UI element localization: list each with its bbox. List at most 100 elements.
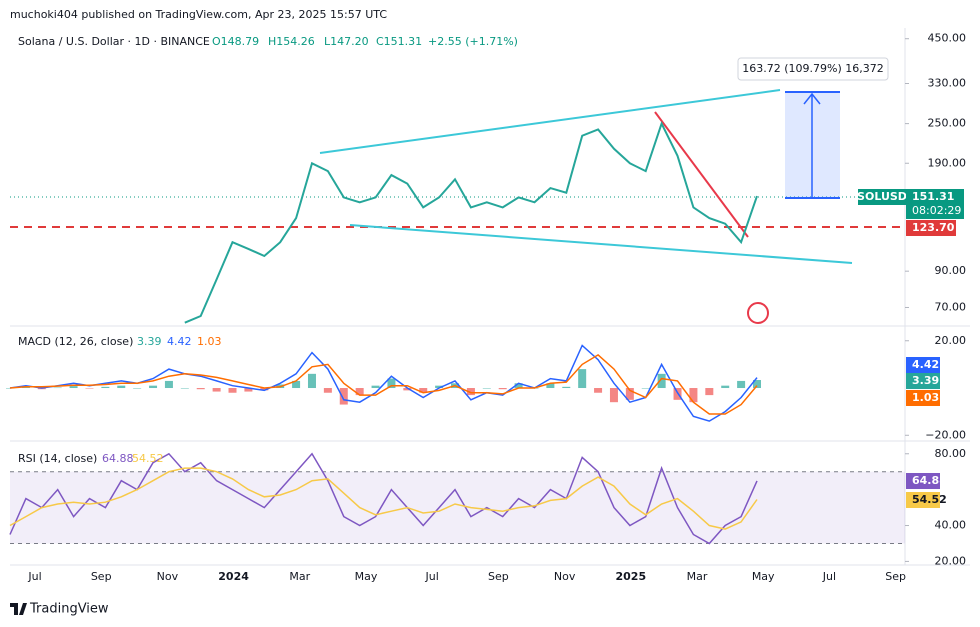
macd-histogram-bar [641, 388, 650, 389]
x-tick-label: Nov [157, 570, 179, 583]
macd-histogram-bar [260, 388, 269, 391]
measure-label: 163.72 (109.79%) 16,372 [742, 62, 884, 75]
macd-histogram-bar [705, 388, 714, 396]
macd-histogram-bar [657, 373, 666, 389]
rsi-band [10, 471, 905, 544]
y-tick-label: −20.00 [925, 428, 966, 441]
symbol-tag-text: SOLUSD [857, 190, 907, 203]
low: L147.20 [324, 35, 369, 48]
y-tick-label: 450.00 [928, 32, 967, 45]
x-tick-label: Sep [885, 570, 906, 583]
series-line [184, 120, 758, 324]
macd-histogram-bar [689, 388, 698, 403]
macd-histogram-bar [339, 388, 348, 405]
macd-histogram-bar [164, 380, 173, 389]
macd-histogram-bar [482, 388, 491, 389]
macd-histogram-bar [228, 388, 237, 393]
indicator-tag [906, 390, 940, 406]
price-tag [906, 189, 964, 219]
macd-title: MACD (12, 26, close) [18, 335, 133, 348]
y-tick-label: 20.00 [935, 554, 967, 567]
macd-histogram-bar [53, 387, 62, 389]
indicator-tag-text: 64.88 [912, 474, 947, 487]
y-tick-label: 40.00 [935, 519, 967, 532]
footer-logo [10, 603, 27, 615]
macd-histogram-bar [419, 388, 428, 393]
footer-brand: TradingView [29, 602, 109, 617]
macd-histogram-bar [101, 386, 110, 389]
symbol-tag [858, 189, 906, 205]
macd-histogram-bar [594, 388, 603, 393]
y-tick-label: 330.00 [928, 77, 967, 90]
macd-histogram-bar [498, 388, 507, 390]
indicator-tag-text: 4.42 [912, 358, 939, 371]
macd-histogram-bar [721, 385, 730, 389]
indicator-value: 1.03 [197, 335, 222, 348]
close: C151.31 [376, 35, 422, 48]
indicator-tag [906, 473, 940, 489]
downtrend-line [654, 111, 749, 238]
macd-histogram-bar [292, 380, 301, 389]
series-line [9, 353, 758, 415]
x-tick-label: May [752, 570, 775, 583]
macd-histogram-bar [307, 373, 316, 389]
indicator-tag-text: 54.52 [912, 493, 947, 506]
indicator-tag-text: 1.03 [912, 391, 939, 404]
macd-histogram-bar [85, 388, 94, 389]
x-tick-label: 2025 [615, 570, 646, 583]
x-tick-label: Jul [27, 570, 41, 583]
y-tick-label: 80.00 [935, 447, 967, 460]
y-tick-label: 250.00 [928, 117, 967, 130]
indicator-tag [906, 357, 940, 373]
level-tag [906, 220, 956, 236]
macd-histogram-bar [435, 385, 444, 389]
indicator-value: 4.42 [167, 335, 192, 348]
y-tick-label: 20.00 [935, 334, 967, 347]
macd-histogram-bar [371, 385, 380, 389]
macd-histogram-bar [578, 369, 587, 389]
indicator-tag-text: 3.39 [912, 374, 939, 387]
measure-arrow [803, 92, 821, 198]
x-tick-label: Jul [822, 570, 836, 583]
macd-histogram-bar [387, 378, 396, 389]
indicator-value: 54.52 [132, 452, 164, 465]
event-icon [747, 302, 769, 324]
series-line [9, 452, 758, 545]
y-tick-label: 190.00 [928, 156, 967, 169]
macd-histogram-bar [149, 385, 158, 389]
change: +2.55 (+1.71%) [428, 35, 518, 48]
x-tick-label: Jul [425, 570, 439, 583]
macd-histogram-bar [212, 388, 221, 392]
macd-histogram-bar [180, 388, 189, 389]
macd-histogram-bar [609, 388, 618, 403]
macd-histogram-bar [625, 388, 634, 400]
open: O148.79 [212, 35, 259, 48]
lower-trendline [349, 224, 853, 264]
macd-histogram-bar [514, 383, 523, 389]
indicator-value: 64.88 [102, 452, 134, 465]
macd-histogram-bar [6, 388, 14, 389]
rsi-title: RSI (14, close) [18, 452, 97, 465]
x-tick-label: 2024 [218, 570, 249, 583]
measure-label-box [737, 57, 889, 81]
price-tag-value: 151.31 [912, 190, 954, 203]
publisher: muchoki404 published on TradingView.com,… [10, 8, 387, 21]
indicator-value: 3.39 [137, 335, 162, 348]
level-tag-text: 123.70 [912, 221, 955, 234]
x-tick-label: May [355, 570, 378, 583]
macd-histogram-bar [562, 386, 571, 389]
y-tick-label: 90.00 [935, 264, 967, 277]
symbol: Solana / U.S. Dollar · 1D · BINANCE [18, 35, 210, 48]
high: H154.26 [268, 35, 315, 48]
macd-histogram-bar [403, 388, 412, 391]
y-tick-label: 70.00 [935, 300, 967, 313]
indicator-tag [906, 373, 940, 389]
macd-histogram-bar [355, 388, 364, 396]
macd-histogram-bar [546, 383, 555, 389]
macd-histogram-bar [753, 380, 761, 389]
x-tick-label: Nov [554, 570, 576, 583]
x-tick-label: Sep [488, 570, 509, 583]
x-tick-label: Mar [687, 570, 708, 583]
